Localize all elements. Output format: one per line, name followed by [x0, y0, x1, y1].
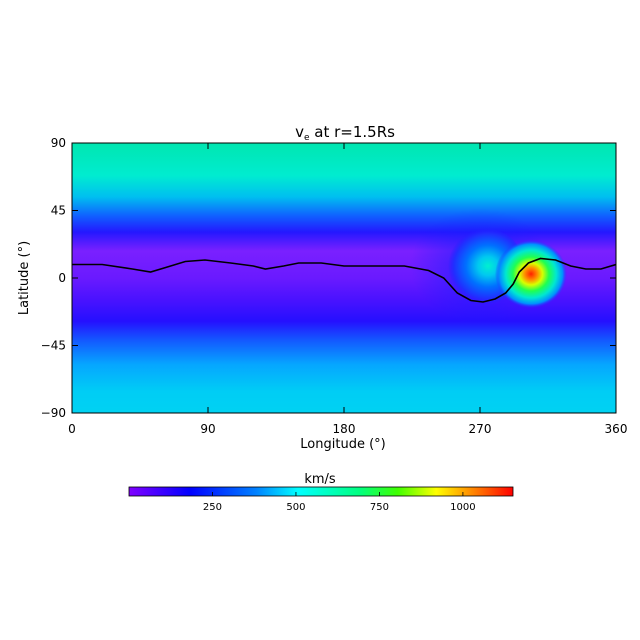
y-tick-label: −90 [41, 406, 66, 420]
y-axis: 90 45 0 −45 −90 [41, 136, 616, 420]
colorbar-label: km/s [304, 472, 336, 487]
x-tick-label: 180 [333, 422, 356, 436]
colorbar [128, 486, 514, 497]
x-axis: 0 90 180 270 360 [68, 143, 627, 436]
chart-title: ve at r=1.5Rs [295, 123, 395, 143]
neutral-line [72, 257, 616, 303]
y-tick-label: 0 [58, 271, 66, 285]
heatmap-field [72, 143, 616, 413]
y-tick-label: 45 [51, 204, 66, 218]
y-axis-label: Latitude (°) [17, 241, 32, 315]
x-tick-label: 90 [200, 422, 215, 436]
colorbar-tick-label: 250 [203, 502, 222, 513]
x-tick-label: 360 [605, 422, 628, 436]
y-tick-label: −45 [41, 339, 66, 353]
x-axis-label: Longitude (°) [300, 437, 385, 452]
colorbar-tick-label: 750 [370, 502, 389, 513]
red-feature [495, 240, 567, 308]
x-tick-label: 0 [68, 422, 76, 436]
y-tick-label: 90 [51, 136, 66, 150]
colorbar-tick-label: 500 [286, 502, 305, 513]
colorbar-ticks: 250 500 750 1000 [203, 492, 476, 513]
colorbar-tick-label: 1000 [450, 502, 475, 513]
x-tick-label: 270 [469, 422, 492, 436]
